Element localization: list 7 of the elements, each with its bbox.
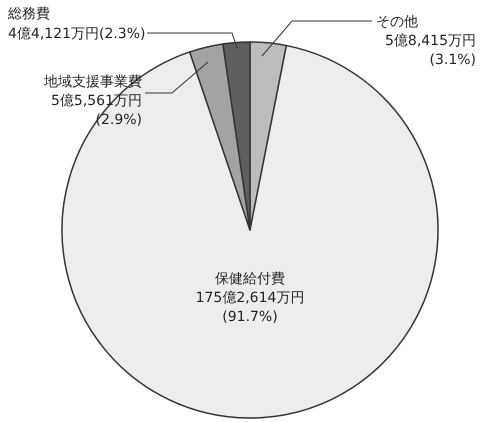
data-label: 175億2,614万円 (91.7%) <box>196 290 304 325</box>
data-label: 4億4,121万円(2.3%) <box>8 26 146 42</box>
slice-label: 総務費 <box>7 6 50 22</box>
data-label: 5億8,415万円 (3.1%) <box>385 33 476 68</box>
slice-label: 保健給付費 <box>215 271 285 287</box>
data-label: 5億5,561万円 (2.9%) <box>51 93 142 128</box>
slice-label: その他 <box>376 14 418 30</box>
